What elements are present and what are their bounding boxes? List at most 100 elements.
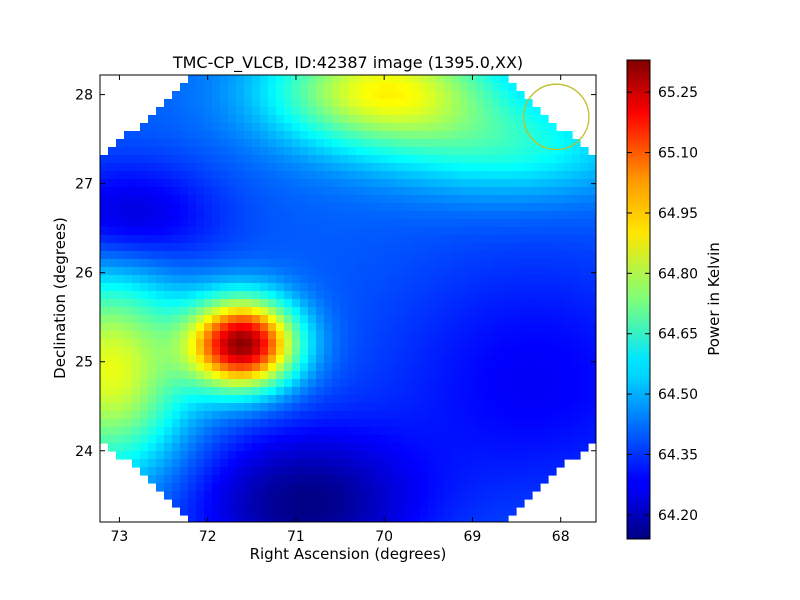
heatmap-cell — [516, 219, 525, 228]
heatmap-cell — [484, 443, 493, 452]
heatmap-cell — [316, 451, 325, 460]
heatmap-cell — [452, 283, 461, 292]
heatmap-cell — [308, 499, 317, 508]
heatmap-cell — [428, 211, 437, 220]
heatmap-cell — [292, 163, 301, 172]
heatmap-cell — [164, 491, 173, 500]
heatmap-cell — [172, 203, 181, 212]
heatmap-cell — [460, 467, 469, 476]
heatmap-cell — [292, 187, 301, 196]
heatmap-cell — [452, 403, 461, 412]
heatmap-cell — [420, 99, 429, 108]
heatmap-cell — [532, 411, 541, 420]
heatmap-cell — [460, 91, 469, 100]
heatmap-cell — [524, 195, 533, 204]
heatmap-cell — [172, 179, 181, 188]
heatmap-cell — [476, 483, 485, 492]
heatmap-cell — [420, 483, 429, 492]
heatmap-cell — [108, 251, 117, 260]
heatmap-cell — [492, 211, 501, 220]
heatmap-cell — [276, 379, 285, 388]
heatmap-cell — [244, 307, 253, 316]
heatmap-cell — [252, 331, 261, 340]
heatmap-cell — [204, 427, 213, 436]
heatmap-cell — [348, 475, 357, 484]
heatmap-cell — [364, 419, 373, 428]
heatmap-cell — [396, 195, 405, 204]
heatmap-cell — [412, 171, 421, 180]
heatmap-cell — [268, 411, 277, 420]
heatmap-cell — [260, 243, 269, 252]
heatmap-cell — [564, 219, 573, 228]
heatmap-cell — [316, 331, 325, 340]
heatmap-cell — [212, 83, 221, 92]
heatmap-cell — [108, 275, 117, 284]
heatmap-cell — [116, 299, 125, 308]
heatmap-cell — [380, 371, 389, 380]
heatmap-cell — [220, 91, 229, 100]
heatmap-cell — [468, 499, 477, 508]
heatmap-cell — [372, 363, 381, 372]
heatmap-cell — [420, 235, 429, 244]
heatmap-cell — [220, 147, 229, 156]
heatmap-cell — [164, 483, 173, 492]
heatmap-cell — [372, 347, 381, 356]
heatmap-cell — [172, 491, 181, 500]
heatmap-cell — [172, 107, 181, 116]
heatmap-cell — [268, 115, 277, 124]
heatmap-cell — [332, 291, 341, 300]
heatmap-cell — [452, 235, 461, 244]
heatmap-cell — [348, 339, 357, 348]
heatmap-cell — [236, 179, 245, 188]
heatmap-cell — [196, 147, 205, 156]
heatmap-cell — [532, 387, 541, 396]
heatmap-cell — [532, 371, 541, 380]
heatmap-cell — [140, 435, 149, 444]
heatmap-cell — [412, 163, 421, 172]
heatmap-cell — [204, 155, 213, 164]
x-tick-label: 69 — [464, 529, 482, 545]
heatmap-cell — [388, 467, 397, 476]
heatmap-cell — [204, 283, 213, 292]
heatmap-cell — [452, 267, 461, 276]
heatmap-cell — [428, 419, 437, 428]
heatmap-cell — [484, 155, 493, 164]
heatmap-cell — [492, 299, 501, 308]
heatmap-cell — [164, 219, 173, 228]
heatmap-cell — [436, 387, 445, 396]
heatmap-cell — [180, 147, 189, 156]
heatmap-cell — [164, 155, 173, 164]
heatmap-cell — [388, 395, 397, 404]
heatmap-cell — [532, 123, 541, 132]
heatmap-cell — [284, 75, 293, 84]
heatmap-cell — [516, 435, 525, 444]
heatmap-cell — [452, 99, 461, 108]
heatmap-cell — [388, 107, 397, 116]
heatmap-cell — [492, 187, 501, 196]
heatmap-cell — [332, 147, 341, 156]
heatmap-cell — [124, 427, 133, 436]
heatmap-cell — [164, 107, 173, 116]
heatmap-cell — [380, 451, 389, 460]
heatmap-cell — [372, 419, 381, 428]
heatmap-cell — [492, 115, 501, 124]
heatmap-cell — [412, 139, 421, 148]
heatmap-cell — [524, 243, 533, 252]
heatmap-cell — [140, 347, 149, 356]
heatmap-cell — [532, 115, 541, 124]
heatmap-cell — [460, 163, 469, 172]
heatmap-cell — [244, 291, 253, 300]
heatmap-cell — [204, 131, 213, 140]
heatmap-cell — [292, 411, 301, 420]
heatmap-cell — [220, 195, 229, 204]
heatmap-cell — [284, 451, 293, 460]
heatmap-cell — [556, 419, 565, 428]
heatmap-cell — [332, 323, 341, 332]
heatmap-cell — [508, 131, 517, 140]
heatmap-cell — [260, 411, 269, 420]
heatmap-cell — [308, 259, 317, 268]
heatmap-cell — [236, 427, 245, 436]
heatmap-cell — [316, 219, 325, 228]
heatmap-cell — [572, 291, 581, 300]
heatmap-cell — [556, 379, 565, 388]
